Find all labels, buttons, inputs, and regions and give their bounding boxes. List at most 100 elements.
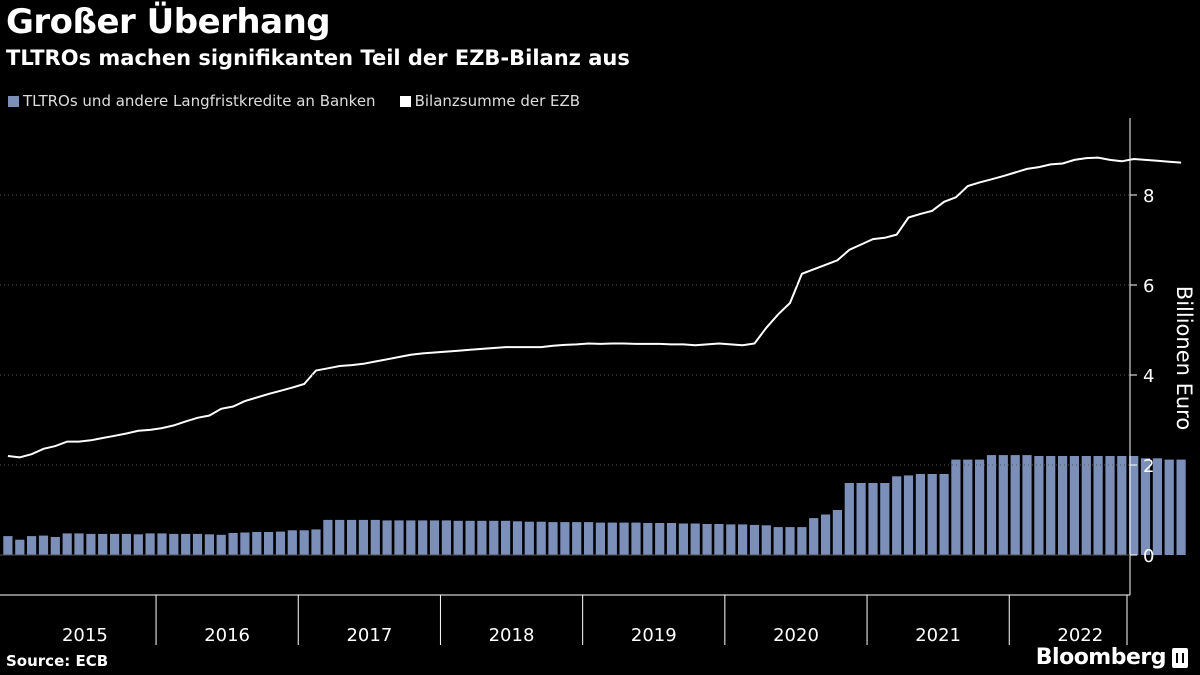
x-tick-label: 2021 [915,625,961,646]
bar [86,533,96,555]
bar [1152,458,1162,556]
bar [347,519,357,555]
bar [643,523,653,555]
bloomberg-logo: Bloomberg [1035,645,1167,670]
bar [27,536,37,555]
bar [216,534,226,556]
bar [809,518,819,555]
bar [489,520,499,555]
bar [228,533,238,556]
bar [619,522,629,555]
bar [1117,456,1127,555]
bar [915,474,925,555]
bar [477,520,487,555]
bar [358,519,368,555]
bar [3,536,13,555]
bar [192,533,203,555]
bar [181,533,191,555]
bar [157,533,167,555]
bar [832,510,842,555]
bar [536,521,546,555]
bar [1176,459,1186,555]
source-note: Source: ECB [6,652,109,670]
bar [1034,456,1044,555]
legend-label-tltro: TLTROs und andere Langfristkredite an Ba… [23,92,376,110]
bar [761,525,771,555]
bar [1081,456,1091,555]
bar [548,522,558,555]
bar [821,514,831,555]
bar [335,519,345,555]
bar [595,522,605,555]
bar [631,522,641,555]
y-tick-label: 4 [1143,366,1154,387]
legend-item-tltro: TLTROs und andere Langfristkredite an Ba… [8,92,376,110]
bar [1058,456,1068,555]
bar [240,532,250,555]
x-tick-label: 2020 [773,625,819,646]
bar [844,483,854,555]
bar [655,523,665,555]
bar [951,459,961,555]
x-tick-label: 2017 [346,625,392,646]
y-tick-label: 0 [1143,546,1154,567]
balance-line [7,156,1182,459]
bar [453,520,463,555]
bar [323,519,333,555]
bar [702,524,712,555]
bar [74,533,84,555]
bar [145,533,155,555]
legend-swatch-balance [399,95,411,107]
legend-label-balance: Bilanzsumme der EZB [414,92,581,110]
bar [501,520,511,555]
chart-subtitle: TLTROs machen signifikanten Teil der EZB… [6,46,630,70]
bar [1046,456,1056,555]
bar [666,523,677,555]
bar [169,533,179,555]
bar [927,474,937,555]
x-tick-label: 2018 [489,625,535,646]
bar [204,534,214,555]
bar [607,522,617,555]
bar [275,531,286,555]
y-axis-label: Billionen Euro [1172,286,1196,430]
bar [465,520,475,555]
bar [512,521,523,556]
bar [264,532,274,555]
bar [121,533,131,555]
bar [62,533,72,555]
bar [299,530,309,556]
bar [1010,455,1020,555]
x-tick-label: 2016 [204,625,250,646]
bar [370,519,380,555]
bar [749,524,760,556]
bar [1022,455,1032,555]
bar [678,523,688,555]
x-tick-label: 2022 [1057,625,1103,646]
legend: TLTROs und andere Langfristkredite an Ba… [8,92,580,110]
bar [773,527,783,555]
bar [856,483,866,555]
bar [98,533,108,555]
y-tick-label: 8 [1143,186,1154,207]
legend-swatch-tltro [8,95,19,107]
bar [311,529,321,555]
bar [726,524,736,555]
bar [382,520,392,555]
bar [880,483,890,555]
bar [418,520,428,555]
bloomberg-chart-icon [1172,648,1188,668]
bar [939,474,949,555]
x-tick-label: 2015 [62,625,108,646]
bar [441,520,451,555]
bar [1140,458,1151,556]
bar [394,520,404,555]
legend-item-balance: Bilanzsumme der EZB [399,92,581,110]
bar [975,459,985,555]
bar [690,523,700,555]
bar [584,522,594,555]
bar [1093,456,1103,555]
bar [998,455,1008,555]
bar [868,483,878,555]
